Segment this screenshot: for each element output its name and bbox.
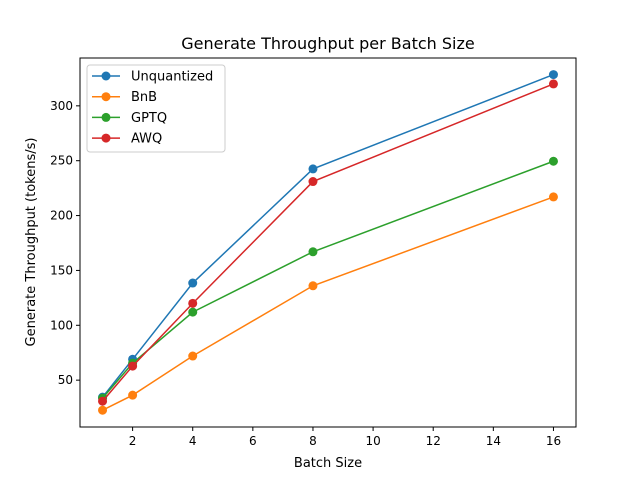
y-tick-label: 200 (50, 209, 73, 223)
legend: Unquantized BnB GPTQ AWQ (86, 64, 226, 153)
legend-box (86, 64, 226, 153)
x-tick-label: 4 (189, 434, 197, 448)
data-point (98, 405, 108, 415)
data-point (128, 390, 138, 400)
series-line (102, 196, 554, 411)
legend-label: GPTQ (131, 111, 167, 126)
legend-label: BnB (131, 90, 157, 105)
y-axis-label: Generate Throughput (tokens/s) (24, 138, 39, 347)
data-point (548, 192, 558, 202)
legend-marker (101, 112, 111, 122)
legend-marker (101, 92, 111, 102)
data-point (188, 298, 198, 308)
x-tick-label: 12 (426, 434, 441, 448)
x-tick-label: 8 (309, 434, 317, 448)
x-tick-label: 10 (365, 434, 380, 448)
data-point (308, 247, 318, 257)
y-tick-label: 50 (58, 373, 73, 387)
y-tick-label: 300 (50, 99, 73, 113)
data-point (98, 396, 108, 406)
data-point (548, 70, 558, 80)
data-point (188, 278, 198, 288)
plot-frame (79, 57, 577, 428)
series-bnb (98, 192, 558, 415)
legend-label: Unquantized (131, 70, 213, 85)
data-point (188, 351, 198, 361)
data-point (308, 281, 318, 291)
x-tick-label: 14 (486, 434, 501, 448)
series-awq (98, 79, 558, 406)
data-point (128, 361, 138, 371)
x-axis-label: Batch Size (294, 456, 362, 471)
legend-marker (101, 133, 111, 143)
data-point (188, 307, 198, 317)
legend-label: AWQ (131, 132, 162, 147)
data-point (308, 177, 318, 187)
x-tick-label: 6 (249, 434, 257, 448)
chart-title: Generate Throughput per Batch Size (181, 34, 474, 53)
data-point (548, 79, 558, 89)
data-point (548, 156, 558, 166)
y-tick-label: 150 (50, 263, 73, 277)
data-point (308, 164, 318, 174)
y-tick-label: 100 (50, 318, 73, 332)
legend-marker (101, 71, 111, 81)
x-tick-label: 2 (129, 434, 137, 448)
x-tick-label: 16 (546, 434, 561, 448)
y-tick-label: 250 (50, 154, 73, 168)
